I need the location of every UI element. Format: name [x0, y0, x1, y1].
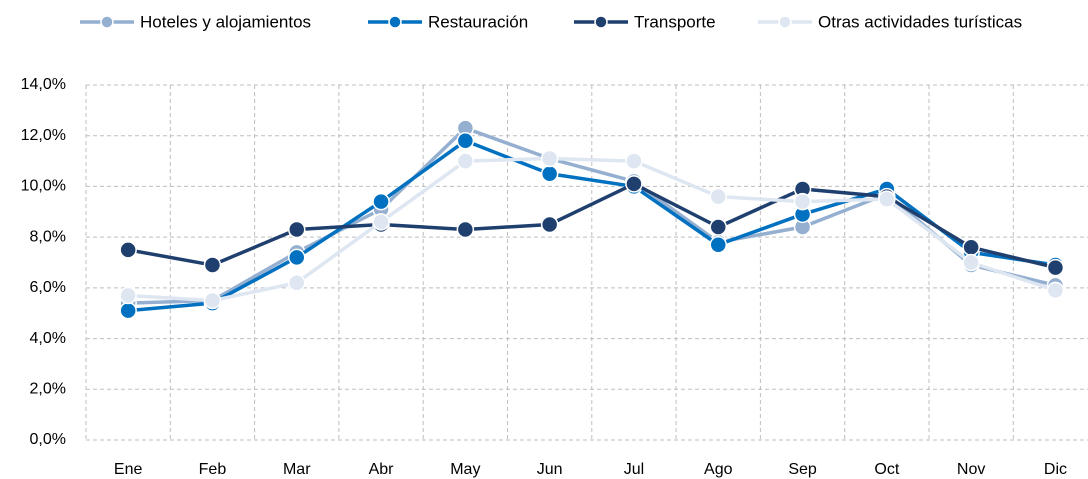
data-point [625, 175, 643, 193]
x-tick-label: Dic [1044, 461, 1067, 478]
data-point [540, 165, 559, 183]
legend-swatch-dot [388, 15, 402, 29]
data-point [372, 213, 390, 231]
legend-swatch-dot [778, 15, 792, 29]
data-point [962, 253, 980, 272]
x-tick-label: Oct [874, 461, 899, 478]
data-point [1046, 281, 1065, 300]
data-point [540, 149, 559, 168]
data-point [709, 218, 727, 236]
y-tick-label: 4,0% [30, 330, 66, 347]
data-point [456, 152, 475, 170]
y-tick-label: 14,0% [21, 76, 66, 93]
data-point [288, 274, 306, 292]
x-tick-label: May [450, 461, 480, 478]
legend-swatch-dot [100, 15, 114, 29]
x-tick-label: Sep [788, 461, 817, 478]
legend-label: Hoteles y alojamientos [140, 12, 311, 31]
legend-label: Otras actividades turísticas [818, 12, 1022, 31]
data-point [709, 187, 727, 206]
data-point [372, 192, 390, 211]
data-point [962, 238, 980, 257]
x-tick-label: Jul [624, 461, 644, 478]
series-line [128, 156, 1056, 303]
y-tick-label: 12,0% [21, 127, 66, 144]
y-tick-label: 2,0% [30, 381, 66, 398]
data-point [456, 132, 475, 150]
legend-swatch-dot [594, 15, 608, 29]
x-tick-label: Ago [704, 461, 733, 478]
x-tick-label: Nov [957, 461, 985, 478]
x-tick-label: Ene [114, 461, 143, 478]
data-point [119, 286, 137, 305]
data-point [119, 301, 137, 320]
series-line [127, 182, 1056, 270]
y-tick-label: 6,0% [30, 279, 66, 296]
data-point [540, 215, 559, 234]
x-tick-label: Jun [537, 461, 563, 478]
data-point [625, 152, 643, 170]
data-point [793, 192, 812, 211]
data-point [709, 236, 727, 254]
x-tick-label: Mar [283, 461, 311, 478]
data-point [119, 241, 137, 259]
data-point [288, 220, 306, 239]
series-line [127, 139, 1056, 313]
y-tick-label: 8,0% [30, 228, 66, 245]
data-point [456, 220, 475, 239]
data-point [1046, 258, 1065, 277]
x-tick-label: Abr [369, 461, 395, 478]
y-tick-label: 10,0% [21, 178, 66, 195]
y-tick-label: 0,0% [30, 431, 66, 448]
data-point [288, 248, 306, 267]
x-tick-label: Feb [199, 461, 227, 478]
data-point [203, 291, 222, 310]
legend-label: Transporte [634, 12, 716, 31]
data-point [878, 190, 896, 208]
legend-label: Restauración [428, 12, 528, 31]
data-point [203, 256, 222, 274]
